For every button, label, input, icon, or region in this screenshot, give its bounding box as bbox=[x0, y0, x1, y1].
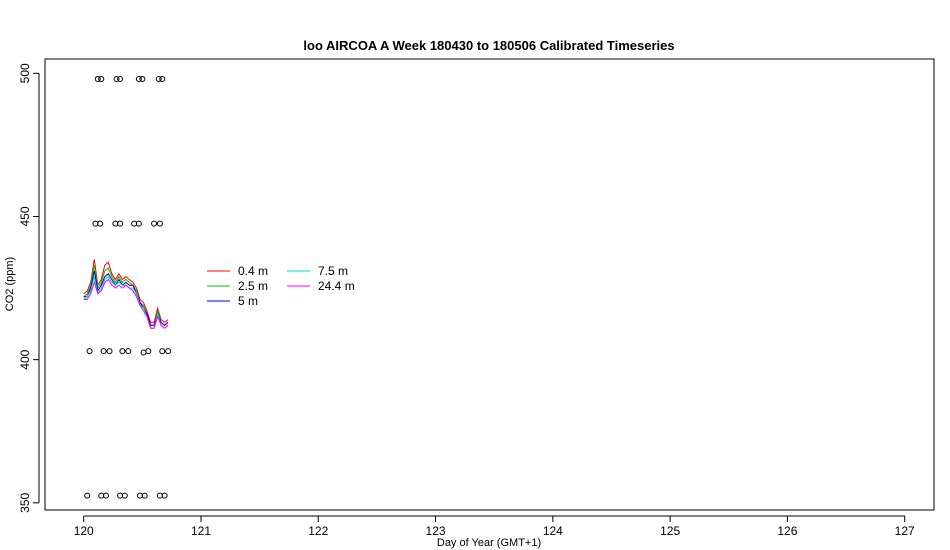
data-point bbox=[161, 492, 168, 499]
series-lines bbox=[83, 259, 169, 329]
x-tick-label: 127 bbox=[895, 524, 915, 538]
x-tick-label: 122 bbox=[308, 524, 328, 538]
chart-title: loo AIRCOA A Week 180430 to 180506 Calib… bbox=[303, 38, 674, 53]
data-point bbox=[100, 348, 107, 355]
y-tick-label: 400 bbox=[18, 349, 32, 369]
data-point bbox=[94, 76, 101, 83]
x-tick-label: 124 bbox=[543, 524, 563, 538]
y-tick-label: 500 bbox=[18, 63, 32, 83]
data-point bbox=[159, 348, 166, 355]
series-line bbox=[83, 270, 169, 326]
data-point bbox=[102, 492, 109, 499]
data-point bbox=[113, 76, 120, 83]
legend-label: 24.4 m bbox=[318, 279, 355, 293]
x-axis: 120 121 122 123 124 125 126 127 bbox=[74, 515, 915, 538]
legend: 0.4 m2.5 m5 m 7.5 m24.4 m bbox=[207, 264, 355, 308]
series-line bbox=[83, 259, 169, 324]
data-point bbox=[106, 348, 113, 355]
data-point bbox=[86, 348, 93, 355]
y-tick-label: 350 bbox=[18, 493, 32, 513]
data-point bbox=[135, 220, 142, 227]
data-point bbox=[159, 76, 166, 83]
data-point bbox=[155, 76, 162, 83]
data-point bbox=[121, 492, 128, 499]
legend-label: 2.5 m bbox=[238, 279, 268, 293]
x-tick-label: 126 bbox=[777, 524, 797, 538]
data-point bbox=[135, 76, 142, 83]
x-tick-label: 123 bbox=[426, 524, 446, 538]
series-line bbox=[83, 278, 169, 329]
y-axis: 350 400 450 500 bbox=[18, 63, 40, 513]
y-axis-label: CO2 (ppm) bbox=[4, 257, 16, 311]
data-point bbox=[141, 492, 148, 499]
x-tick-label: 125 bbox=[660, 524, 680, 538]
calibration-points bbox=[84, 76, 172, 499]
data-point bbox=[84, 492, 91, 499]
data-point bbox=[117, 220, 124, 227]
data-point bbox=[139, 76, 146, 83]
legend-label: 7.5 m bbox=[318, 264, 348, 278]
data-point bbox=[125, 348, 132, 355]
data-point bbox=[98, 76, 105, 83]
data-point bbox=[165, 348, 172, 355]
data-point bbox=[117, 76, 124, 83]
legend-label: 0.4 m bbox=[238, 264, 268, 278]
x-tick-label: 120 bbox=[74, 524, 94, 538]
x-tick-label: 121 bbox=[191, 524, 211, 538]
data-point bbox=[119, 348, 126, 355]
data-point bbox=[97, 220, 104, 227]
data-point bbox=[156, 220, 163, 227]
data-point bbox=[145, 348, 152, 355]
plot-frame bbox=[44, 58, 935, 511]
x-axis-label: Day of Year (GMT+1) bbox=[437, 537, 541, 549]
data-point bbox=[151, 220, 158, 227]
y-tick-label: 450 bbox=[18, 206, 32, 226]
legend-label: 5 m bbox=[238, 294, 258, 308]
